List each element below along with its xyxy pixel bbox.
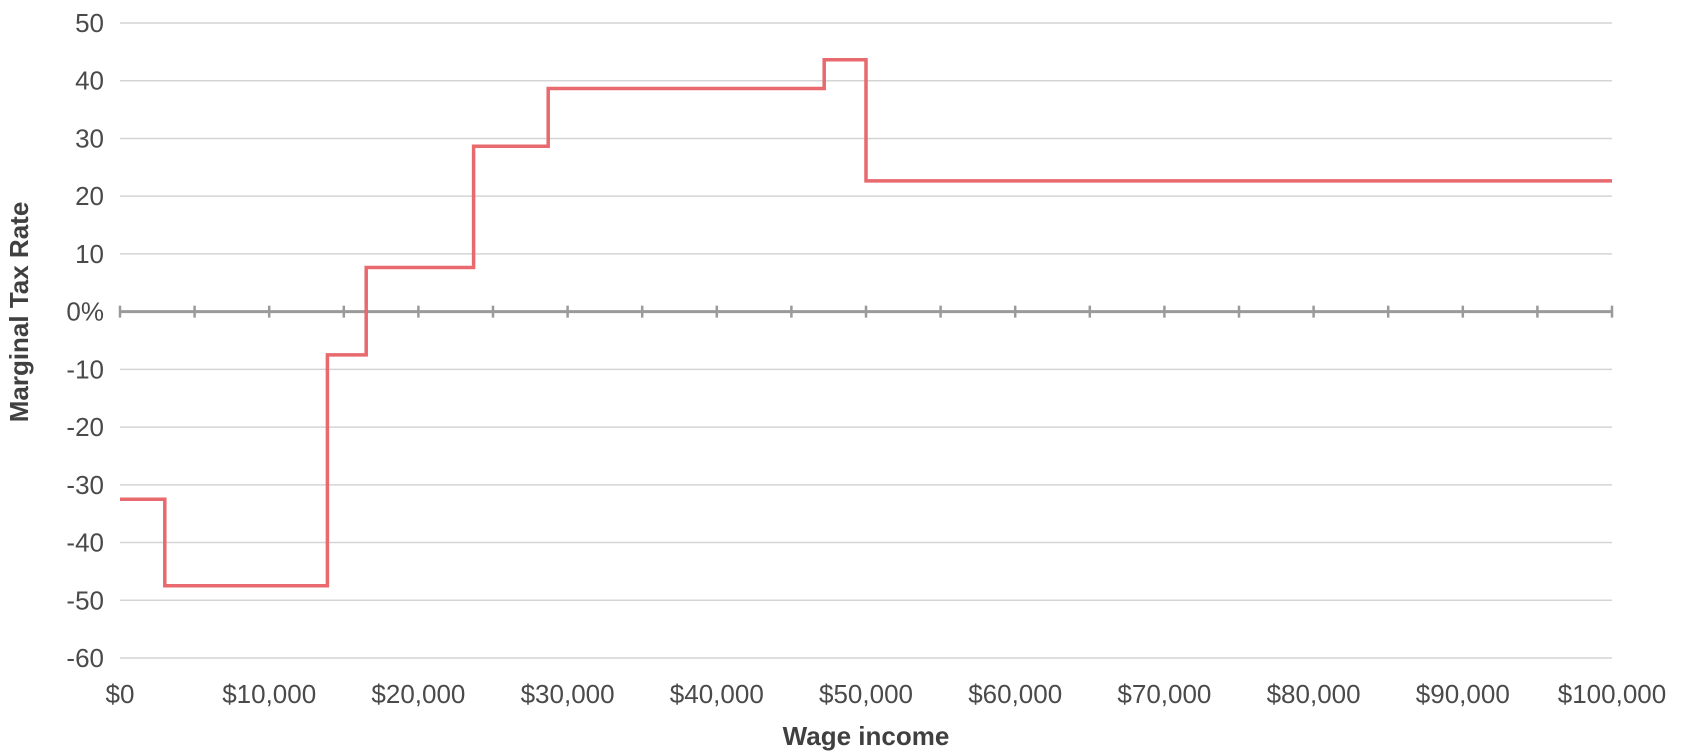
y-tick-label: -30	[66, 470, 104, 500]
series-line	[120, 57, 1612, 588]
y-axis-title: Marginal Tax Rate	[4, 202, 34, 423]
series-layer	[120, 57, 1612, 588]
y-tick-label: 50	[75, 8, 104, 38]
x-tick-label: $80,000	[1267, 679, 1361, 709]
gridlines	[120, 22, 1612, 659]
x-tick-label: $30,000	[521, 679, 615, 709]
x-tick-label: $70,000	[1117, 679, 1211, 709]
x-tick-label: $0	[106, 679, 135, 709]
y-tick-label: -20	[66, 412, 104, 442]
x-tick-label: $100,000	[1558, 679, 1666, 709]
x-tick-label: $50,000	[819, 679, 913, 709]
x-axis-title: Wage income	[783, 721, 950, 751]
x-tick-label: $60,000	[968, 679, 1062, 709]
y-tick-label: 0%	[66, 297, 104, 327]
y-axis-tick-labels: 50 40 30 20 10 0% -10 -20 -30 -40 -50 -60	[66, 8, 104, 673]
y-tick-label: -40	[66, 528, 104, 558]
x-axis-tick-labels: $0 $10,000 $20,000 $30,000 $40,000 $50,000 $60…	[106, 679, 1667, 709]
y-tick-label: 10	[75, 239, 104, 269]
x-tick-label: $20,000	[371, 679, 465, 709]
y-tick-label: -10	[66, 354, 104, 384]
y-tick-label: 20	[75, 181, 104, 211]
x-axis	[118, 305, 1614, 318]
y-tick-label: 30	[75, 123, 104, 153]
y-tick-label: 40	[75, 66, 104, 96]
x-tick-label: $90,000	[1416, 679, 1510, 709]
x-tick-label: $40,000	[670, 679, 764, 709]
y-tick-label: -50	[66, 585, 104, 615]
y-tick-label: -60	[66, 643, 104, 673]
x-tick-label: $10,000	[222, 679, 316, 709]
